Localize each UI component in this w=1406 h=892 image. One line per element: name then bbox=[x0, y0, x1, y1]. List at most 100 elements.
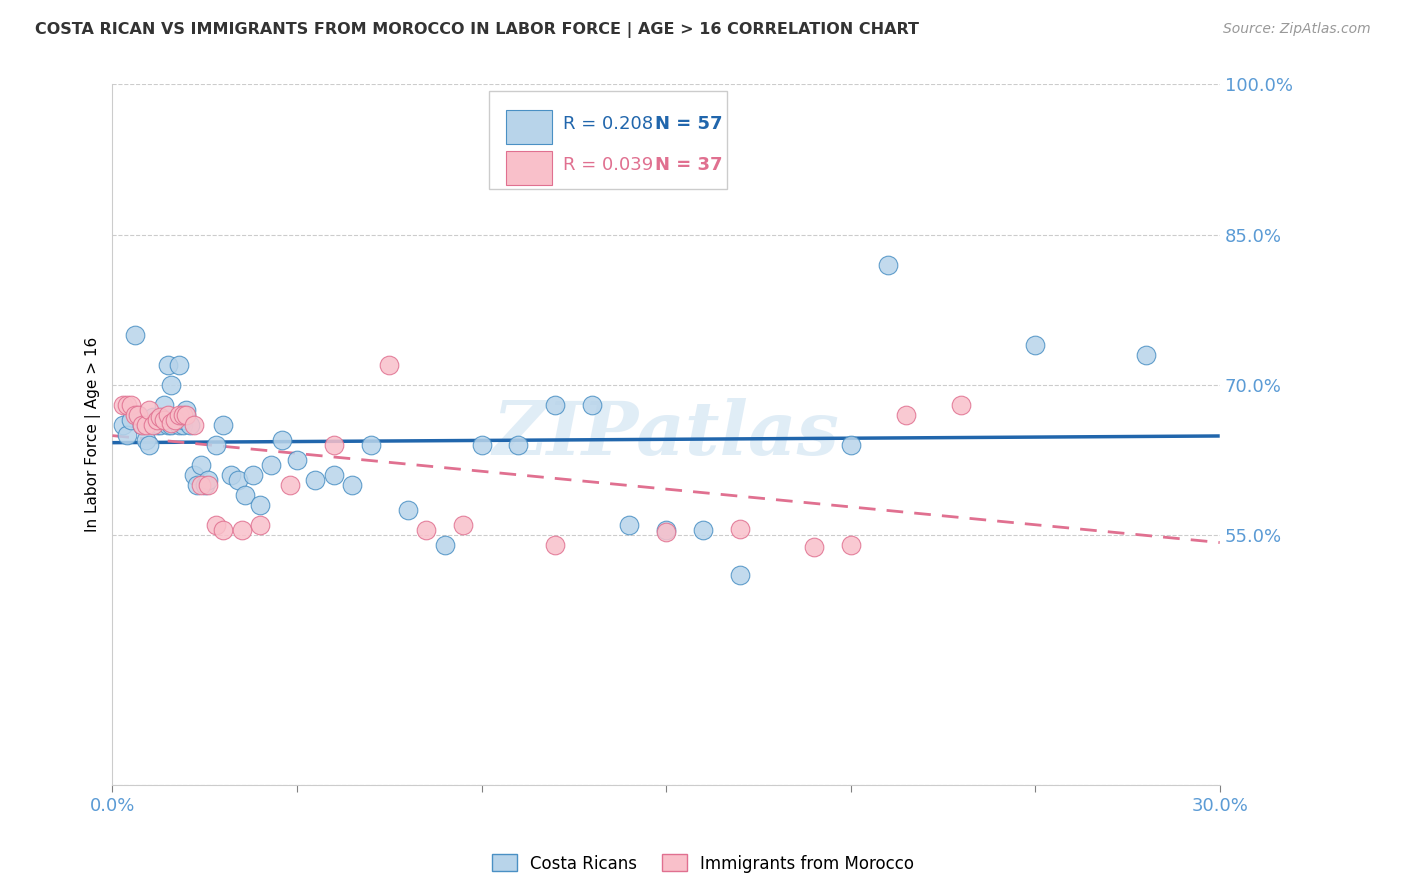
Point bbox=[242, 467, 264, 482]
Text: R = 0.039: R = 0.039 bbox=[562, 156, 654, 174]
Point bbox=[127, 408, 149, 422]
Point bbox=[156, 417, 179, 432]
Point bbox=[167, 417, 190, 432]
Point bbox=[131, 417, 153, 432]
Text: ZIPatlas: ZIPatlas bbox=[492, 399, 839, 471]
Point bbox=[378, 358, 401, 372]
Point bbox=[342, 477, 364, 491]
Point bbox=[174, 408, 197, 422]
Text: N = 57: N = 57 bbox=[655, 115, 723, 134]
Point bbox=[322, 467, 344, 482]
Point bbox=[544, 538, 567, 552]
Point bbox=[950, 398, 973, 412]
Point bbox=[470, 437, 492, 451]
Point bbox=[174, 402, 197, 417]
Point bbox=[226, 473, 249, 487]
Point bbox=[839, 538, 862, 552]
Point bbox=[197, 477, 219, 491]
Text: N = 37: N = 37 bbox=[655, 156, 723, 174]
Point bbox=[692, 523, 714, 537]
Point bbox=[186, 477, 208, 491]
Point bbox=[194, 477, 217, 491]
Point bbox=[233, 488, 256, 502]
Point bbox=[249, 498, 271, 512]
FancyBboxPatch shape bbox=[489, 92, 727, 189]
Point bbox=[396, 502, 419, 516]
Point bbox=[894, 408, 917, 422]
Text: R = 0.208: R = 0.208 bbox=[562, 115, 654, 134]
Point bbox=[278, 477, 301, 491]
Point bbox=[156, 358, 179, 372]
Point bbox=[212, 523, 235, 537]
Point bbox=[433, 538, 456, 552]
Point bbox=[160, 416, 183, 430]
Text: COSTA RICAN VS IMMIGRANTS FROM MOROCCO IN LABOR FORCE | AGE > 16 CORRELATION CHA: COSTA RICAN VS IMMIGRANTS FROM MOROCCO I… bbox=[35, 22, 920, 38]
Point bbox=[138, 402, 160, 417]
Point bbox=[260, 458, 283, 472]
Point bbox=[165, 412, 187, 426]
Point bbox=[115, 398, 138, 412]
Point bbox=[219, 467, 242, 482]
Point bbox=[322, 437, 344, 451]
Point bbox=[115, 427, 138, 442]
Point bbox=[803, 540, 825, 554]
Point bbox=[135, 433, 157, 447]
Point bbox=[415, 523, 437, 537]
Point bbox=[183, 467, 205, 482]
Point bbox=[145, 417, 167, 432]
Point bbox=[197, 473, 219, 487]
Point bbox=[451, 517, 474, 532]
Point bbox=[138, 437, 160, 451]
Point bbox=[285, 452, 308, 467]
Point bbox=[120, 398, 142, 412]
Text: Source: ZipAtlas.com: Source: ZipAtlas.com bbox=[1223, 22, 1371, 37]
Point bbox=[174, 408, 197, 422]
Point bbox=[172, 417, 194, 432]
Point bbox=[149, 417, 172, 432]
Point bbox=[179, 417, 201, 432]
Point bbox=[149, 409, 172, 424]
Point bbox=[142, 417, 165, 432]
Point bbox=[1024, 337, 1046, 351]
Point bbox=[1135, 347, 1157, 361]
Point bbox=[172, 412, 194, 426]
Point bbox=[728, 522, 751, 536]
Point bbox=[190, 458, 212, 472]
Point bbox=[231, 523, 253, 537]
Point bbox=[131, 417, 153, 432]
Point bbox=[120, 412, 142, 426]
Point bbox=[212, 417, 235, 432]
Point bbox=[160, 377, 183, 392]
Point bbox=[839, 437, 862, 451]
Point bbox=[183, 417, 205, 432]
Point bbox=[655, 524, 678, 539]
Point bbox=[127, 408, 149, 422]
Point bbox=[204, 437, 226, 451]
Point bbox=[190, 477, 212, 491]
Point bbox=[271, 433, 294, 447]
Point bbox=[581, 398, 603, 412]
Point bbox=[508, 437, 530, 451]
Point bbox=[165, 412, 187, 426]
FancyBboxPatch shape bbox=[506, 151, 553, 185]
Point bbox=[304, 473, 326, 487]
Point bbox=[145, 412, 167, 426]
Point bbox=[124, 327, 146, 342]
Point bbox=[204, 517, 226, 532]
Point bbox=[156, 408, 179, 422]
Point bbox=[142, 409, 165, 424]
Point bbox=[249, 517, 271, 532]
Point bbox=[544, 398, 567, 412]
Point bbox=[655, 523, 678, 537]
Point bbox=[160, 417, 183, 432]
Point bbox=[617, 517, 640, 532]
Point bbox=[135, 417, 157, 432]
Point bbox=[112, 417, 135, 432]
Point bbox=[172, 408, 194, 422]
Y-axis label: In Labor Force | Age > 16: In Labor Force | Age > 16 bbox=[86, 337, 101, 533]
Point bbox=[360, 437, 382, 451]
Point bbox=[153, 398, 176, 412]
Point bbox=[728, 567, 751, 582]
Point bbox=[167, 408, 190, 422]
Point bbox=[876, 258, 898, 272]
